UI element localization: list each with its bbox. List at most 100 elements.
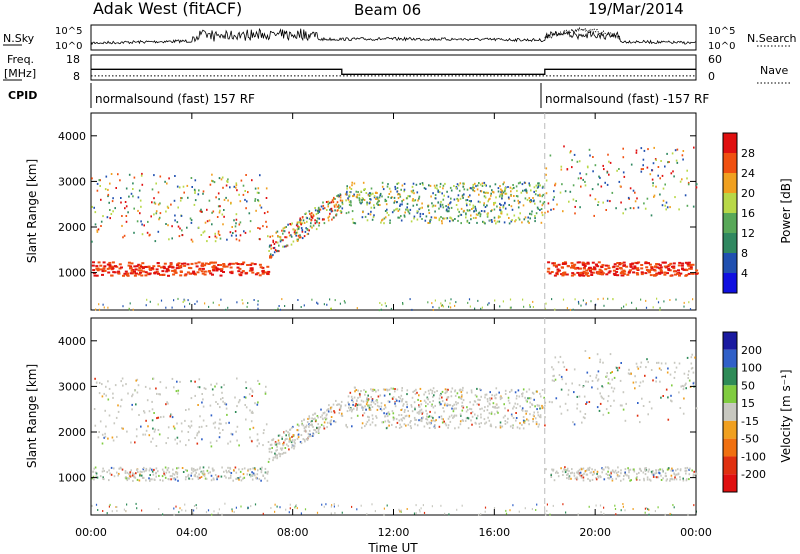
echo-cell — [393, 209, 395, 212]
echo-cell — [661, 174, 664, 177]
echo-cell — [184, 469, 187, 471]
echo-cell — [242, 261, 246, 264]
echo-cell — [140, 274, 144, 277]
echo-cell — [687, 183, 690, 186]
echo-cell — [194, 394, 196, 397]
echo-cell — [444, 299, 446, 302]
echo-cell — [411, 410, 414, 413]
echo-cell — [268, 250, 270, 252]
echo-cell — [348, 194, 351, 197]
echo-cell — [401, 184, 404, 187]
echo-cell — [429, 218, 432, 221]
freq-unit-label: [MHz] — [4, 67, 36, 80]
echo-cell — [209, 404, 212, 407]
echo-cell — [323, 427, 326, 430]
echo-cell — [221, 397, 224, 399]
echo-cell — [494, 397, 497, 400]
echo-cell — [504, 188, 507, 191]
echo-cell — [250, 505, 252, 508]
echo-cell — [426, 412, 428, 415]
echo-cell — [551, 401, 553, 404]
echo-cell — [173, 269, 177, 272]
echo-cell — [695, 186, 698, 189]
echo-cell — [311, 417, 313, 420]
echo-cell — [368, 202, 371, 205]
echo-cell — [374, 424, 377, 427]
echo-cell — [572, 273, 576, 276]
echo-cell — [657, 271, 661, 274]
echo-cell — [136, 378, 139, 381]
echo-cell — [247, 468, 250, 471]
echo-cell — [623, 264, 626, 267]
echo-cell — [404, 415, 407, 418]
echo-cell — [389, 190, 392, 193]
echo-cell — [507, 399, 510, 402]
echo-cell — [585, 173, 588, 176]
echo-cell — [205, 511, 208, 514]
echo-cell — [518, 510, 520, 513]
echo-cell — [128, 195, 130, 198]
echo-cell — [396, 399, 398, 402]
echo-cell — [562, 210, 564, 213]
echo-cell — [177, 206, 179, 209]
echo-cell — [596, 353, 599, 356]
echo-cell — [348, 191, 351, 194]
echo-cell — [314, 219, 316, 222]
echo-cell — [440, 403, 442, 406]
echo-cell — [590, 471, 593, 474]
echo-cell — [467, 427, 470, 430]
echo-cell — [286, 437, 288, 440]
echo-cell — [118, 263, 122, 266]
echo-cell — [433, 216, 436, 219]
echo-cell — [606, 199, 609, 202]
echo-cell — [173, 513, 175, 516]
echo-cell — [217, 264, 221, 266]
echo-cell — [117, 404, 119, 407]
echo-cell — [417, 199, 419, 202]
echo-cell — [318, 217, 321, 220]
echo-cell — [364, 215, 367, 218]
echo-cell — [443, 410, 445, 413]
echo-cell — [444, 512, 446, 515]
echo-cell — [419, 409, 421, 412]
echo-cell — [365, 403, 368, 406]
echo-cell — [107, 188, 109, 191]
echo-cell — [501, 189, 503, 192]
echo-cell — [439, 182, 442, 185]
echo-cell — [341, 199, 344, 202]
echo-cell — [642, 168, 644, 170]
echo-cell — [636, 269, 640, 271]
echo-cell — [478, 403, 480, 406]
echo-cell — [211, 467, 214, 470]
echo-cell — [206, 220, 209, 223]
echo-cell — [171, 269, 175, 272]
echo-cell — [476, 221, 478, 224]
echo-cell — [164, 476, 167, 479]
echo-cell — [584, 417, 586, 420]
echo-cell — [115, 416, 118, 419]
echo-cell — [581, 262, 585, 264]
echo-cell — [659, 270, 663, 273]
echo-cell — [617, 466, 619, 469]
echo-cell — [679, 272, 683, 275]
echo-cell — [177, 262, 181, 265]
echo-cell — [395, 426, 397, 429]
echo-cell — [647, 413, 649, 416]
echo-cell — [387, 419, 389, 422]
echo-cell — [182, 301, 184, 303]
echo-cell — [521, 423, 523, 426]
echo-cell — [180, 214, 183, 217]
echo-cell — [602, 397, 605, 400]
echo-cell — [686, 169, 688, 172]
echo-cell — [564, 262, 568, 265]
echo-cell — [615, 472, 618, 475]
echo-cell — [184, 419, 186, 422]
echo-cell — [229, 466, 231, 469]
echo-cell — [678, 208, 680, 211]
echo-cell — [440, 392, 442, 395]
echo-cell — [407, 210, 410, 213]
echo-cell — [532, 420, 534, 423]
echo-cell — [563, 261, 567, 264]
echo-cell — [523, 420, 526, 422]
echo-cell — [251, 410, 254, 413]
